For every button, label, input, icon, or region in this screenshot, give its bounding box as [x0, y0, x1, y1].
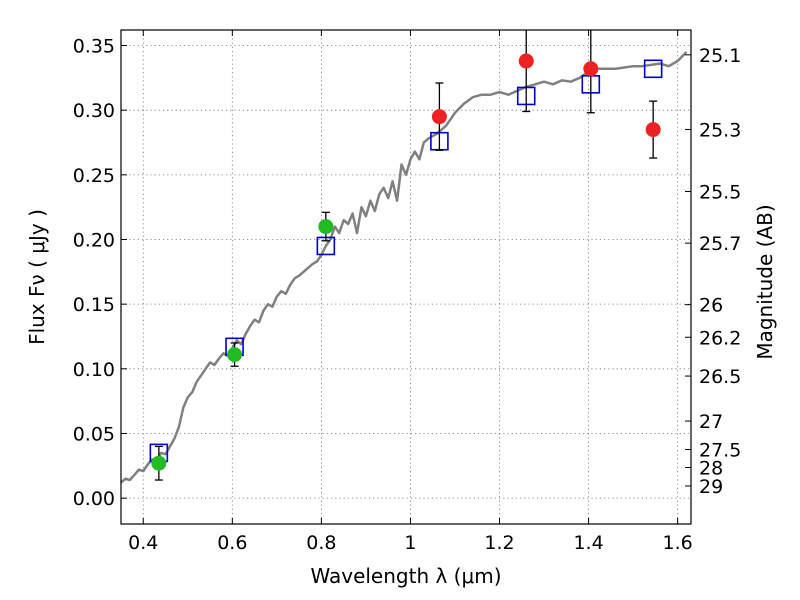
y-tick-label: 0.15 — [73, 294, 115, 316]
right-tick-label: 26 — [699, 295, 723, 317]
right-tick-label: 25.7 — [699, 233, 741, 255]
x-tick-label: 1 — [404, 532, 416, 554]
x-axis-title: Wavelength λ (μm) — [310, 564, 501, 588]
right-tick-label: 29 — [699, 476, 723, 498]
right-tick-label: 25.5 — [699, 182, 741, 204]
y-tick-label: 0.35 — [73, 36, 115, 58]
observed-flux-point — [518, 53, 534, 69]
observed-flux-point — [151, 455, 167, 471]
data-markers — [149, 30, 663, 481]
observed-flux-point — [583, 61, 599, 77]
right-tick-label: 26.2 — [699, 327, 741, 349]
y-axis-title: Flux Fν ( μJy ) — [25, 209, 49, 345]
model-spectrum — [120, 51, 688, 484]
right-axis-title: Magnitude (AB) — [753, 204, 777, 359]
right-tick-label: 25.3 — [699, 119, 741, 141]
y-tick-label: 0.05 — [73, 423, 115, 445]
model-spectrum-line — [120, 51, 688, 484]
y-tick-label: 0.00 — [73, 488, 115, 510]
grid-lines — [121, 30, 691, 524]
y-tick-label: 0.10 — [73, 359, 115, 381]
observed-flux-point — [318, 219, 334, 235]
plot-frame — [120, 29, 692, 525]
observed-flux-point — [645, 122, 661, 138]
right-tick-label: 26.5 — [699, 366, 741, 388]
right-tick-label: 25.1 — [699, 45, 741, 67]
right-tick-label: 27.5 — [699, 440, 741, 462]
y-tick-label: 0.20 — [73, 229, 115, 251]
x-tick-label: 1.6 — [663, 532, 693, 554]
x-tick-label: 0.6 — [217, 532, 247, 554]
right-tick-label: 28 — [699, 457, 723, 479]
observed-flux-point — [227, 347, 243, 363]
y-tick-label: 0.30 — [73, 100, 115, 122]
observed-flux-point — [431, 109, 447, 125]
axis-ticks: 0.4 0.6 0.8 1 1.2 1.4 1.6 0.00 0.05 0.10 0.15 0.20 0… — [73, 30, 741, 554]
x-tick-label: 0.8 — [306, 532, 336, 554]
model-flux-square — [643, 59, 663, 79]
right-tick-label: 27 — [699, 411, 723, 433]
x-tick-label: 1.2 — [484, 532, 514, 554]
x-tick-label: 1.4 — [573, 532, 603, 554]
y-tick-label: 0.25 — [73, 165, 115, 187]
x-tick-label: 0.4 — [128, 532, 158, 554]
